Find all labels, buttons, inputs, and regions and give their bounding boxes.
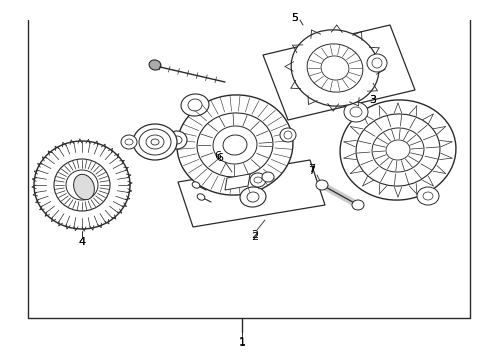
Text: 5: 5 <box>292 13 298 23</box>
Text: 4: 4 <box>78 237 86 247</box>
Ellipse shape <box>344 102 368 122</box>
Ellipse shape <box>291 30 379 106</box>
Text: 1: 1 <box>239 338 245 348</box>
Text: 6: 6 <box>215 151 221 161</box>
Ellipse shape <box>172 136 182 144</box>
Text: 2: 2 <box>251 230 259 240</box>
Ellipse shape <box>146 135 164 149</box>
Ellipse shape <box>386 140 410 160</box>
Text: 3: 3 <box>369 95 376 105</box>
Text: 1: 1 <box>239 337 245 347</box>
Ellipse shape <box>167 131 187 149</box>
Ellipse shape <box>307 44 363 92</box>
Ellipse shape <box>262 172 274 182</box>
Text: 2: 2 <box>251 232 259 242</box>
Ellipse shape <box>367 54 387 72</box>
Ellipse shape <box>417 187 439 205</box>
Ellipse shape <box>254 177 262 183</box>
Text: 7: 7 <box>308 164 316 174</box>
Ellipse shape <box>356 114 440 186</box>
Polygon shape <box>263 25 415 120</box>
Text: 6: 6 <box>217 153 223 163</box>
Ellipse shape <box>66 170 98 200</box>
Ellipse shape <box>372 58 382 68</box>
Ellipse shape <box>247 192 259 202</box>
Ellipse shape <box>149 60 161 70</box>
Ellipse shape <box>151 139 159 145</box>
Text: 5: 5 <box>292 13 298 23</box>
Ellipse shape <box>321 56 349 80</box>
Ellipse shape <box>125 139 133 145</box>
Ellipse shape <box>133 124 177 160</box>
Ellipse shape <box>197 194 205 200</box>
Ellipse shape <box>316 180 328 190</box>
Ellipse shape <box>197 113 273 177</box>
Ellipse shape <box>192 182 200 188</box>
Ellipse shape <box>340 100 456 200</box>
Ellipse shape <box>213 126 257 164</box>
Ellipse shape <box>372 128 424 172</box>
Polygon shape <box>178 160 325 227</box>
Ellipse shape <box>139 129 171 155</box>
Ellipse shape <box>352 200 364 210</box>
Ellipse shape <box>284 131 292 139</box>
Ellipse shape <box>34 141 130 229</box>
Text: 4: 4 <box>78 237 86 247</box>
Ellipse shape <box>54 159 110 211</box>
Ellipse shape <box>177 95 293 195</box>
Text: 7: 7 <box>308 166 316 176</box>
Ellipse shape <box>423 192 433 200</box>
Ellipse shape <box>121 135 137 149</box>
Ellipse shape <box>350 107 362 117</box>
Ellipse shape <box>181 94 209 116</box>
Ellipse shape <box>188 99 202 111</box>
Ellipse shape <box>240 187 266 207</box>
Text: 3: 3 <box>369 95 376 105</box>
Ellipse shape <box>250 173 266 187</box>
Polygon shape <box>225 174 250 190</box>
Ellipse shape <box>74 174 95 200</box>
Ellipse shape <box>280 128 296 142</box>
Ellipse shape <box>223 135 247 155</box>
